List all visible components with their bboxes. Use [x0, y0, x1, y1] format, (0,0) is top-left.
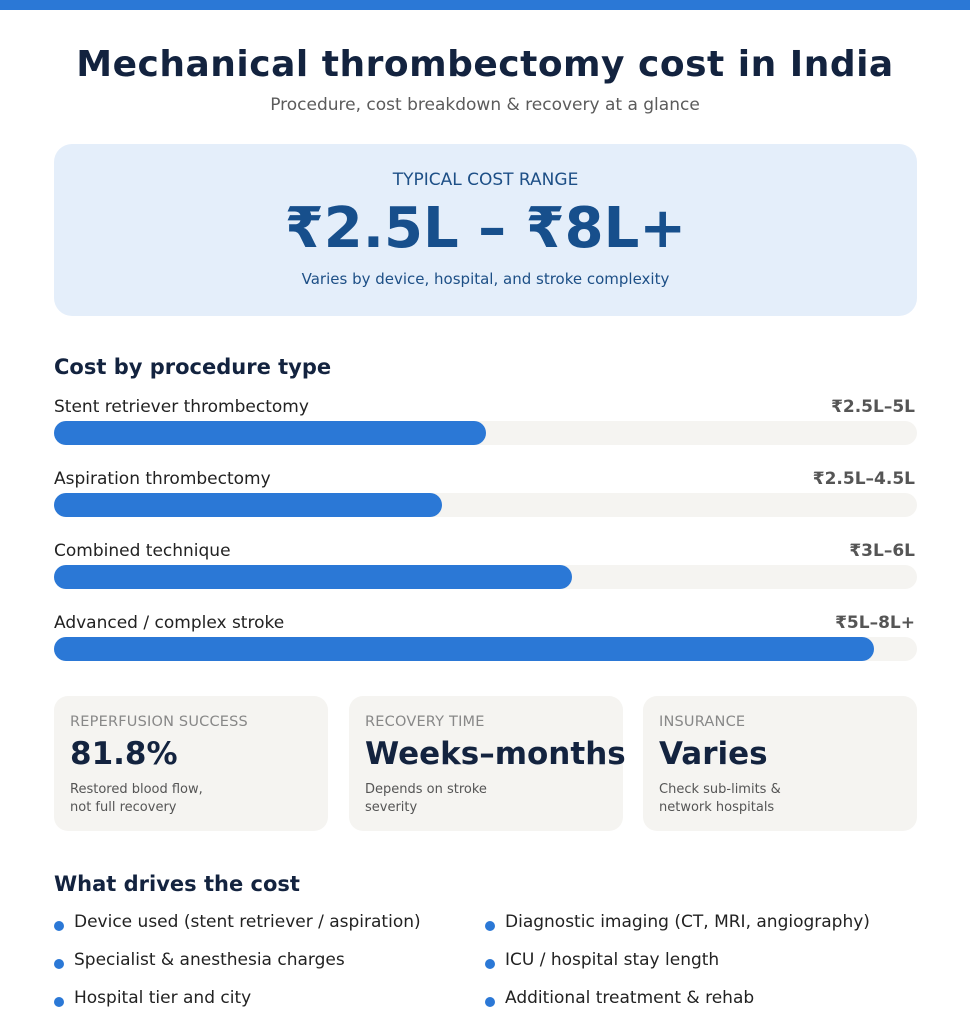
- bullet-icon: [54, 959, 64, 969]
- top-accent-bar: [0, 0, 970, 10]
- driver-item: Hospital tier and city: [74, 988, 252, 1008]
- stat-note-line: not full recovery: [70, 800, 177, 815]
- procedure-name: Advanced / complex stroke: [54, 613, 285, 633]
- procedure-bar-track: [54, 637, 917, 661]
- driver-item: ICU / hospital stay length: [505, 950, 720, 970]
- stat-note: Depends on stroke severity: [365, 781, 535, 817]
- procedure-row: Advanced / complex stroke ₹5L–8L+: [54, 613, 917, 673]
- stat-label: INSURANCE: [659, 714, 746, 730]
- procedure-section-title: Cost by procedure type: [54, 355, 332, 379]
- procedure-bar-track: [54, 493, 917, 517]
- procedure-bar-fill: [54, 493, 443, 517]
- stat-card-reperfusion: REPERFUSION SUCCESS 81.8% Restored blood…: [54, 696, 328, 831]
- stat-note: Restored blood flow, not full recovery: [70, 781, 240, 817]
- drivers-section-title: What drives the cost: [54, 872, 300, 896]
- driver-item: Additional treatment & rehab: [505, 988, 755, 1008]
- page-title: Mechanical thrombectomy cost in India: [76, 44, 894, 85]
- procedure-bar-track: [54, 421, 917, 445]
- stat-note-line: Depends on stroke: [365, 782, 487, 797]
- stat-card-recovery: RECOVERY TIME Weeks–months Depends on st…: [349, 696, 626, 831]
- procedure-bar-track: [54, 565, 917, 589]
- procedure-bar-fill: [54, 565, 572, 589]
- cost-range-label: TYPICAL COST RANGE: [392, 170, 579, 190]
- procedure-name: Aspiration thrombectomy: [54, 469, 271, 489]
- procedure-row: Aspiration thrombectomy ₹2.5L–4.5L: [54, 469, 917, 529]
- procedure-bar-fill: [54, 421, 486, 445]
- procedure-name: Stent retriever thrombectomy: [54, 397, 309, 417]
- stat-value: 81.8%: [70, 736, 178, 772]
- bullet-icon: [54, 921, 64, 931]
- cost-range-value: ₹2.5L – ₹8L+: [284, 196, 687, 261]
- stat-note-line: network hospitals: [659, 800, 775, 815]
- stat-value: Weeks–months: [365, 736, 626, 772]
- driver-item: Diagnostic imaging (CT, MRI, angiography…: [505, 912, 870, 932]
- bullet-icon: [485, 921, 495, 931]
- cost-range-note: Varies by device, hospital, and stroke c…: [301, 270, 670, 288]
- stat-note-line: Restored blood flow,: [70, 782, 203, 797]
- stat-note-line: severity: [365, 800, 418, 815]
- procedure-bar-fill: [54, 637, 874, 661]
- page-subtitle: Procedure, cost breakdown & recovery at …: [270, 95, 700, 115]
- cost-range-panel: TYPICAL COST RANGE ₹2.5L – ₹8L+ Varies b…: [54, 144, 917, 316]
- stat-label: RECOVERY TIME: [365, 714, 485, 730]
- procedure-cost: ₹5L–8L+: [835, 613, 915, 633]
- bullet-icon: [54, 997, 64, 1007]
- procedure-cost: ₹2.5L–4.5L: [812, 469, 915, 489]
- stat-label: REPERFUSION SUCCESS: [70, 714, 248, 730]
- procedure-row: Combined technique ₹3L–6L: [54, 541, 917, 601]
- procedure-row: Stent retriever thrombectomy ₹2.5L–5L: [54, 397, 917, 457]
- bullet-icon: [485, 997, 495, 1007]
- driver-item: Specialist & anesthesia charges: [74, 950, 345, 970]
- stat-value: Varies: [659, 736, 768, 772]
- procedure-name: Combined technique: [54, 541, 231, 561]
- driver-item: Device used (stent retriever / aspiratio…: [74, 912, 421, 932]
- stat-note-line: Check sub-limits &: [659, 782, 781, 797]
- bullet-icon: [485, 959, 495, 969]
- stat-note: Check sub-limits & network hospitals: [659, 781, 829, 817]
- procedure-cost: ₹2.5L–5L: [831, 397, 915, 417]
- procedure-cost: ₹3L–6L: [849, 541, 915, 561]
- stat-card-insurance: INSURANCE Varies Check sub-limits & netwo…: [643, 696, 917, 831]
